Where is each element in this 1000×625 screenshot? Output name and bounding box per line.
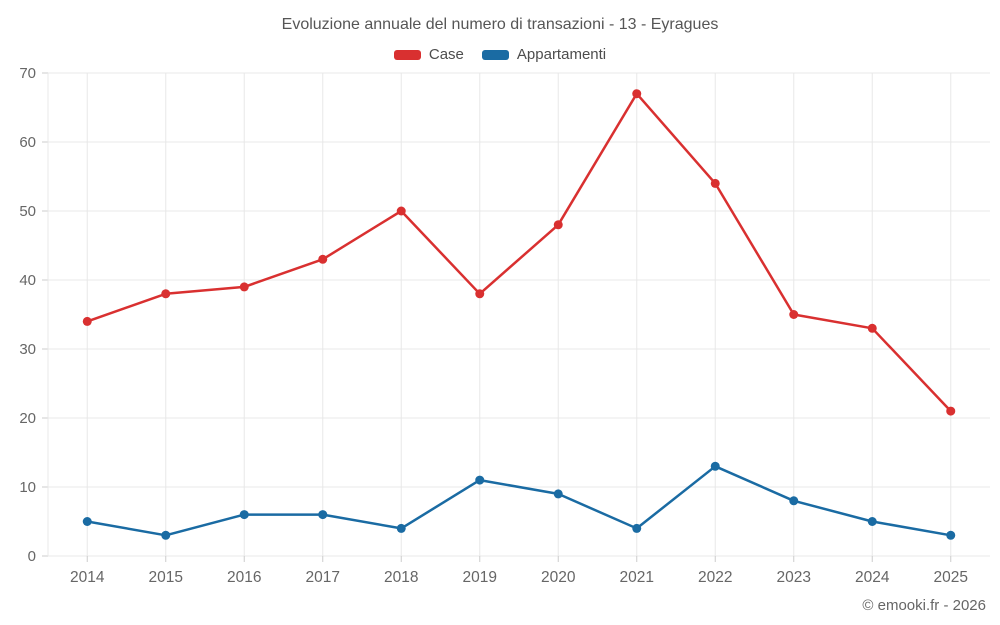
- data-point-appartamenti-2020[interactable]: [553, 489, 563, 499]
- case-series-swatch-icon: [393, 49, 421, 60]
- x-axis-label: 2022: [698, 569, 732, 586]
- data-point-case-2025[interactable]: [946, 406, 956, 416]
- data-point-case-2019[interactable]: [475, 289, 485, 299]
- credit-text: © emooki.fr - 2026: [862, 597, 986, 614]
- data-point-appartamenti-2025[interactable]: [946, 530, 956, 540]
- y-axis-label: 50: [19, 203, 36, 220]
- y-axis-label: 0: [28, 548, 36, 565]
- data-point-case-2023[interactable]: [789, 310, 799, 319]
- data-point-appartamenti-2018[interactable]: [396, 523, 406, 533]
- x-axis-label: 2015: [149, 569, 183, 586]
- y-axis-label: 20: [19, 410, 36, 427]
- series-line-appartamenti: [86, 465, 952, 537]
- data-point-case-2024[interactable]: [867, 323, 877, 333]
- x-axis-label: 2017: [306, 569, 340, 586]
- data-point-appartamenti-2015[interactable]: [161, 530, 171, 540]
- x-axis-label: 2020: [541, 569, 576, 586]
- data-point-appartamenti-2017[interactable]: [318, 510, 328, 520]
- legend-label-appartamenti: Appartamenti: [516, 46, 607, 63]
- x-axis-label: 2019: [463, 569, 497, 586]
- data-point-case-2020[interactable]: [553, 220, 563, 230]
- data-point-appartamenti-2014[interactable]: [82, 517, 92, 526]
- x-axis-label: 2023: [777, 569, 811, 586]
- x-axis-label: 2021: [620, 569, 654, 586]
- data-point-case-2016[interactable]: [239, 282, 249, 292]
- data-point-case-2021[interactable]: [632, 89, 642, 99]
- legend-label-case: Case: [428, 46, 464, 63]
- legend-item-case[interactable]: Case: [393, 46, 464, 63]
- data-point-appartamenti-2019[interactable]: [475, 475, 485, 485]
- y-axis-label: 30: [19, 341, 36, 358]
- data-point-case-2018[interactable]: [396, 206, 406, 216]
- x-axis-label: 2018: [384, 569, 418, 586]
- y-axis-label: 40: [19, 272, 36, 289]
- x-axis-label: 2014: [70, 569, 105, 586]
- data-point-case-2017[interactable]: [318, 254, 328, 264]
- data-point-appartamenti-2023[interactable]: [789, 496, 799, 506]
- y-axis-label: 60: [19, 134, 36, 151]
- legend-item-appartamenti[interactable]: Appartamenti: [481, 46, 607, 63]
- data-point-case-2014[interactable]: [82, 316, 92, 326]
- legend: Case Appartamenti: [0, 46, 1000, 63]
- data-point-case-2022[interactable]: [710, 178, 720, 188]
- data-point-appartamenti-2021[interactable]: [632, 523, 642, 533]
- appartamenti-series-swatch-icon: [481, 49, 509, 60]
- x-axis-label: 2024: [855, 569, 890, 586]
- x-axis-label: 2025: [934, 569, 968, 586]
- data-point-appartamenti-2016[interactable]: [239, 510, 249, 520]
- y-axis-label: 70: [19, 65, 36, 82]
- data-point-appartamenti-2024[interactable]: [867, 517, 877, 526]
- data-point-appartamenti-2022[interactable]: [710, 461, 720, 471]
- data-point-case-2015[interactable]: [161, 289, 171, 299]
- x-axis-label: 2016: [227, 569, 261, 586]
- y-axis-label: 10: [19, 479, 36, 496]
- chart-title: Evoluzione annuale del numero di transaz…: [281, 16, 719, 33]
- series-line-case: [86, 92, 952, 413]
